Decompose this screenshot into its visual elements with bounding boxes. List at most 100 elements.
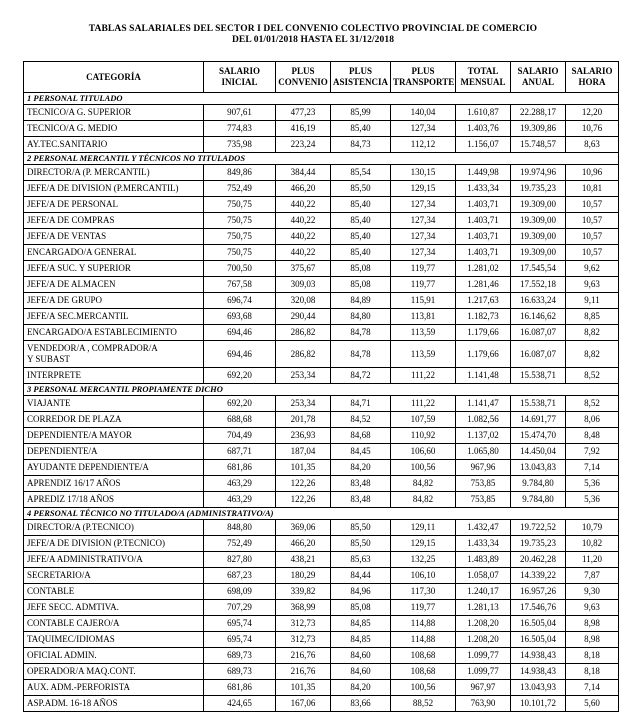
table-row: JEFE/A DE PERSONAL 750,75 440,22 85,40 127,3… [23, 196, 619, 213]
value-cell: 84,85 [330, 615, 391, 632]
value-cell: 440,22 [275, 212, 331, 229]
value-cell: 10,57 [565, 244, 619, 261]
value-cell: 1.433,34 [455, 535, 511, 552]
value-cell: 1.403,71 [455, 212, 511, 229]
value-cell: 85,08 [330, 260, 391, 277]
section-row: 3 PERSONAL MERCANTIL PROPIAMENTE DICHO [23, 383, 619, 396]
value-cell: 16.087,07 [510, 324, 566, 341]
value-cell: 767,58 [203, 276, 276, 293]
category-cell: AY.TEC.SANITARIO [23, 136, 204, 153]
table-row: APRENDIZ 16/17 AÑOS 463,29 122,26 83,48 84,8… [23, 475, 619, 492]
value-cell: 84,78 [330, 324, 391, 341]
value-cell: 100,56 [390, 679, 456, 696]
value-cell: 13.043,93 [510, 679, 566, 696]
table-row: ENCARGADO/A GENERAL 750,75 440,22 85,40 127,… [23, 244, 619, 261]
value-cell: 312,73 [275, 615, 331, 632]
value-cell: 1.432,47 [455, 519, 511, 536]
value-cell: 1.058,07 [455, 567, 511, 584]
value-cell: 16.146,62 [510, 308, 566, 325]
value-cell: 369,06 [275, 519, 331, 536]
value-cell: 216,76 [275, 647, 331, 664]
value-cell: 8,52 [565, 367, 619, 384]
category-cell: AUX. ADM.-PERFORISTA [23, 679, 204, 696]
value-cell: 8,06 [565, 411, 619, 428]
table-row: APREDIZ 17/18 AÑOS 463,29 122,26 83,48 84,82… [23, 491, 619, 508]
value-cell: 84,45 [330, 443, 391, 460]
value-cell: 84,60 [330, 647, 391, 664]
value-cell: 10,81 [565, 180, 619, 197]
value-cell: 1.449,98 [455, 164, 511, 181]
value-cell: 7,14 [565, 679, 619, 696]
value-cell: 19.309,00 [510, 244, 566, 261]
value-cell: 8,82 [565, 340, 619, 368]
value-cell: 695,74 [203, 631, 276, 648]
value-cell: 114,88 [390, 615, 456, 632]
category-cell: JEFE/A DE VENTAS [23, 228, 204, 245]
value-cell: 19.309,00 [510, 196, 566, 213]
document-title-line2: DEL 01/01/2018 HASTA EL 31/12/2018 [231, 35, 395, 45]
table-row: JEFE/A SEC.MERCANTIL 693,68 290,44 84,80 113… [23, 308, 619, 325]
value-cell: 84,80 [330, 308, 391, 325]
value-cell: 236,93 [275, 427, 331, 444]
category-cell: JEFE/A DE COMPRAS [23, 212, 204, 229]
column-header: PLUS CONVENIO [275, 61, 331, 93]
section-row: 4 PERSONAL TÉCNICO NO TITULADO/A (ADMINI… [23, 507, 619, 520]
value-cell: 967,97 [455, 679, 511, 696]
value-cell: 19.309,00 [510, 212, 566, 229]
category-cell: JEFE/A SUC. Y SUPERIOR [23, 260, 204, 277]
table-row: VIAJANTE 692,20 253,34 84,71 111,22 1.141,47 1… [23, 395, 619, 412]
table-row: CORREDOR DE PLAZA 688,68 201,78 84,52 107,59… [23, 411, 619, 428]
value-cell: 14.450,04 [510, 443, 566, 460]
value-cell: 309,03 [275, 276, 331, 293]
value-cell: 122,26 [275, 475, 331, 492]
value-cell: 8,63 [565, 136, 619, 153]
category-cell: DIRECTOR/A (P. MERCANTIL) [23, 164, 204, 181]
value-cell: 20.462,28 [510, 551, 566, 568]
value-cell: 1.403,71 [455, 244, 511, 261]
value-cell: 1.240,17 [455, 583, 511, 600]
table-row: CONTABLE 698,09 339,82 84,96 117,30 1.240,17 1… [23, 583, 619, 600]
value-cell: 10.101,72 [510, 695, 566, 712]
value-cell: 750,75 [203, 244, 276, 261]
value-cell: 85,50 [330, 519, 391, 536]
value-cell: 696,74 [203, 292, 276, 309]
value-cell: 689,73 [203, 647, 276, 664]
value-cell: 85,63 [330, 551, 391, 568]
value-cell: 1.182,73 [455, 308, 511, 325]
section-label: 3 PERSONAL MERCANTIL PROPIAMENTE DICHO [23, 383, 619, 396]
value-cell: 15.538,71 [510, 395, 566, 412]
value-cell: 750,75 [203, 212, 276, 229]
category-cell: DEPENDIENTE/A [23, 443, 204, 460]
value-cell: 19.722,52 [510, 519, 566, 536]
category-cell: APRENDIZ 16/17 AÑOS [23, 475, 204, 492]
value-cell: 16.957,26 [510, 583, 566, 600]
value-cell: 106,10 [390, 567, 456, 584]
value-cell: 115,91 [390, 292, 456, 309]
value-cell: 122,26 [275, 491, 331, 508]
value-cell: 127,34 [390, 212, 456, 229]
value-cell: 440,22 [275, 244, 331, 261]
value-cell: 286,82 [275, 324, 331, 341]
value-cell: 127,34 [390, 120, 456, 137]
value-cell: 8,18 [565, 647, 619, 664]
value-cell: 187,04 [275, 443, 331, 460]
value-cell: 1.141,48 [455, 367, 511, 384]
value-cell: 84,20 [330, 679, 391, 696]
table-row: CONTABLE CAJERO/A 695,74 312,73 84,85 114,88… [23, 615, 619, 632]
value-cell: 85,40 [330, 228, 391, 245]
table-row: INTERPRETE 692,20 253,34 84,72 111,22 1.141,4… [23, 367, 619, 384]
category-cell: JEFE/A ADMINISTRATIVO/A [23, 551, 204, 568]
value-cell: 9,63 [565, 599, 619, 616]
value-cell: 10,79 [565, 519, 619, 536]
value-cell: 16.087,07 [510, 340, 566, 368]
value-cell: 753,85 [455, 475, 511, 492]
table-row: AUX. ADM.-PERFORISTA 681,86 101,35 84,20 100… [23, 679, 619, 696]
value-cell: 752,49 [203, 180, 276, 197]
value-cell: 1.403,76 [455, 120, 511, 137]
value-cell: 681,86 [203, 459, 276, 476]
value-cell: 1.099,77 [455, 647, 511, 664]
value-cell: 111,22 [390, 367, 456, 384]
value-cell: 119,77 [390, 276, 456, 293]
value-cell: 463,29 [203, 491, 276, 508]
column-header: PLUS TRANSPORTE [390, 61, 456, 93]
